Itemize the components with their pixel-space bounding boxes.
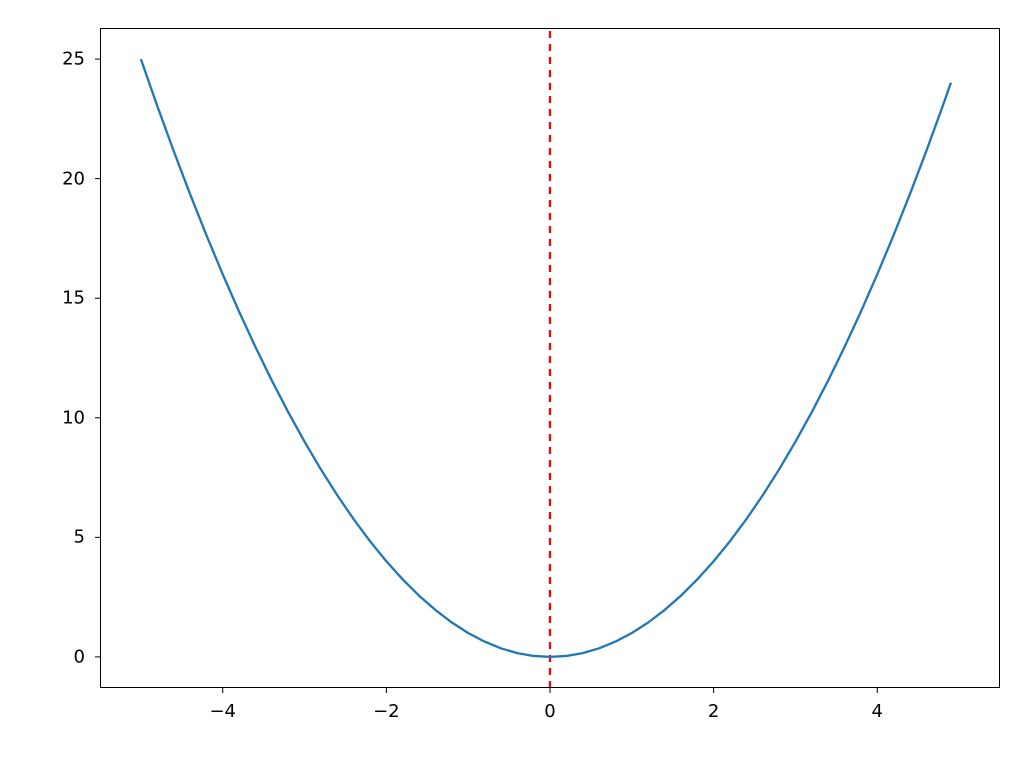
ytick-label: 15 — [45, 288, 85, 309]
ytick-label: 25 — [45, 49, 85, 70]
ytick-label: 10 — [45, 407, 85, 428]
ytick-label: 5 — [45, 527, 85, 548]
plot-area — [0, 0, 1035, 757]
ytick-label: 20 — [45, 168, 85, 189]
xtick-label: 2 — [708, 701, 719, 722]
figure: −4 −2 0 2 4 0 5 10 15 20 25 — [0, 0, 1035, 757]
parabola-path — [141, 59, 951, 657]
xtick-label: −2 — [373, 701, 400, 722]
ytick-label: 0 — [45, 646, 85, 667]
xtick-label: 0 — [544, 701, 555, 722]
xtick-label: 4 — [872, 701, 883, 722]
xtick-label: −4 — [209, 701, 236, 722]
series-parabola — [141, 59, 951, 657]
ticks — [95, 59, 877, 693]
